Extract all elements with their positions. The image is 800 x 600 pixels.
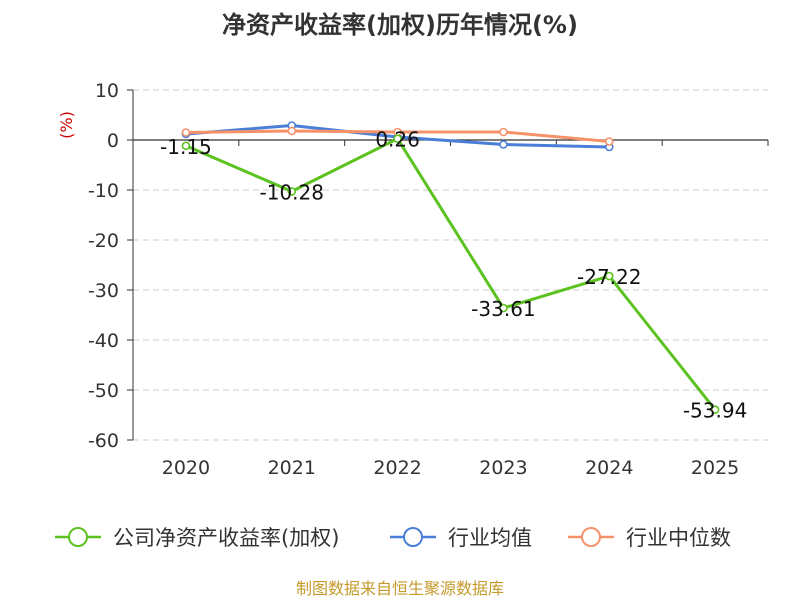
- series-0-point-2: [393, 134, 402, 143]
- data-label-2020: -1.15: [160, 135, 212, 159]
- series-2-point-4: [604, 137, 614, 146]
- x-tick-label-2025: 2025: [691, 457, 739, 479]
- series-0-point-4: [604, 271, 614, 281]
- legend-item-2[interactable]: 行业中位数: [568, 526, 731, 550]
- data-label-2023: -33.61: [471, 297, 535, 321]
- y-tick-label-1: 0: [107, 130, 119, 152]
- y-tick-label-4: -30: [88, 280, 119, 302]
- legend-marker-0: [68, 527, 88, 547]
- x-tick-label-2020: 2020: [162, 457, 210, 479]
- axes: 10 0 -10 -20 -30 -40 -50 -60 2020 2021 2022 2023 202…: [88, 80, 769, 479]
- legend-item-0[interactable]: 公司净资产收益率(加权): [55, 526, 339, 550]
- chart-title: 净资产收益率(加权)历年情况(%): [222, 11, 578, 39]
- y-tick-label-5: -40: [88, 330, 119, 352]
- series-0-point-3: [499, 303, 508, 313]
- data-label-2024: -27.22: [577, 265, 641, 289]
- series-1-point-3: [499, 140, 508, 149]
- x-tick-label-2023: 2023: [479, 457, 527, 479]
- legend[interactable]: 公司净资产收益率(加权) 行业均值 行业中位数: [55, 526, 731, 550]
- y-tick-label-0: 10: [95, 80, 119, 102]
- x-tick-label-2021: 2021: [268, 457, 316, 479]
- source-note: 制图数据来自恒生聚源数据库: [296, 579, 504, 598]
- series-2-point-0: [181, 128, 191, 137]
- y-tick-label-7: -60: [88, 430, 119, 452]
- data-label-2021: -10.28: [260, 180, 324, 204]
- series-0-point-1: [287, 187, 297, 196]
- y-tick-label-2: -10: [88, 180, 119, 202]
- legend-item-1[interactable]: 行业均值: [390, 526, 532, 550]
- series-2-point-1: [287, 126, 297, 136]
- data-label-2022: 0.26: [375, 128, 420, 152]
- series-0-point-5: [710, 405, 720, 415]
- x-tick-label-2024: 2024: [585, 457, 633, 479]
- y-tick-label-6: -50: [88, 380, 119, 402]
- legend-label-0: 公司净资产收益率(加权): [113, 526, 339, 550]
- x-tick-label-2022: 2022: [373, 457, 421, 479]
- legend-marker-1: [403, 527, 423, 547]
- series-2-point-3: [499, 127, 508, 137]
- series-lines: [181, 121, 720, 415]
- series-line-0: [185, 137, 717, 411]
- grid-lines: [133, 89, 768, 441]
- series-0-point-0: [181, 141, 191, 151]
- legend-marker-2: [581, 527, 601, 547]
- legend-label-2: 行业中位数: [626, 526, 731, 550]
- legend-label-1: 行业均值: [448, 526, 532, 550]
- y-tick-label-3: -20: [88, 230, 119, 252]
- data-labels: -1.15 -10.28 0.26 -33.61 -27.22 -53.94: [160, 128, 747, 423]
- y-axis-unit-label: (%): [57, 111, 76, 139]
- data-label-2025: -53.94: [683, 399, 747, 423]
